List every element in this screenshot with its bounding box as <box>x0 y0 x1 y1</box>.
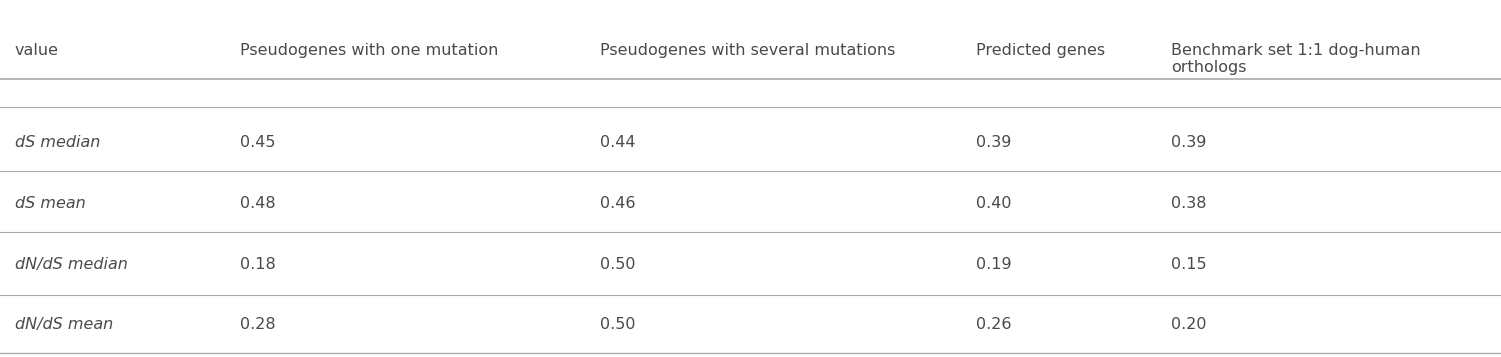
Text: Pseudogenes with one mutation: Pseudogenes with one mutation <box>240 43 498 58</box>
Text: 0.15: 0.15 <box>1171 257 1207 272</box>
Text: dN/dS median: dN/dS median <box>15 257 128 272</box>
Text: 0.44: 0.44 <box>600 135 636 150</box>
Text: 0.20: 0.20 <box>1171 317 1207 332</box>
Text: 0.39: 0.39 <box>976 135 1012 150</box>
Text: 0.40: 0.40 <box>976 196 1012 211</box>
Text: 0.48: 0.48 <box>240 196 276 211</box>
Text: 0.50: 0.50 <box>600 317 636 332</box>
Text: 0.18: 0.18 <box>240 257 276 272</box>
Text: dS median: dS median <box>15 135 101 150</box>
Text: dS mean: dS mean <box>15 196 86 211</box>
Text: 0.28: 0.28 <box>240 317 276 332</box>
Text: dN/dS mean: dN/dS mean <box>15 317 113 332</box>
Text: 0.39: 0.39 <box>1171 135 1207 150</box>
Text: 0.26: 0.26 <box>976 317 1012 332</box>
Text: Benchmark set 1:1 dog-human
orthologs: Benchmark set 1:1 dog-human orthologs <box>1171 43 1420 75</box>
Text: 0.46: 0.46 <box>600 196 636 211</box>
Text: 0.38: 0.38 <box>1171 196 1207 211</box>
Text: value: value <box>15 43 59 58</box>
Text: 0.50: 0.50 <box>600 257 636 272</box>
Text: 0.19: 0.19 <box>976 257 1012 272</box>
Text: Predicted genes: Predicted genes <box>976 43 1105 58</box>
Text: Pseudogenes with several mutations: Pseudogenes with several mutations <box>600 43 896 58</box>
Text: 0.45: 0.45 <box>240 135 276 150</box>
